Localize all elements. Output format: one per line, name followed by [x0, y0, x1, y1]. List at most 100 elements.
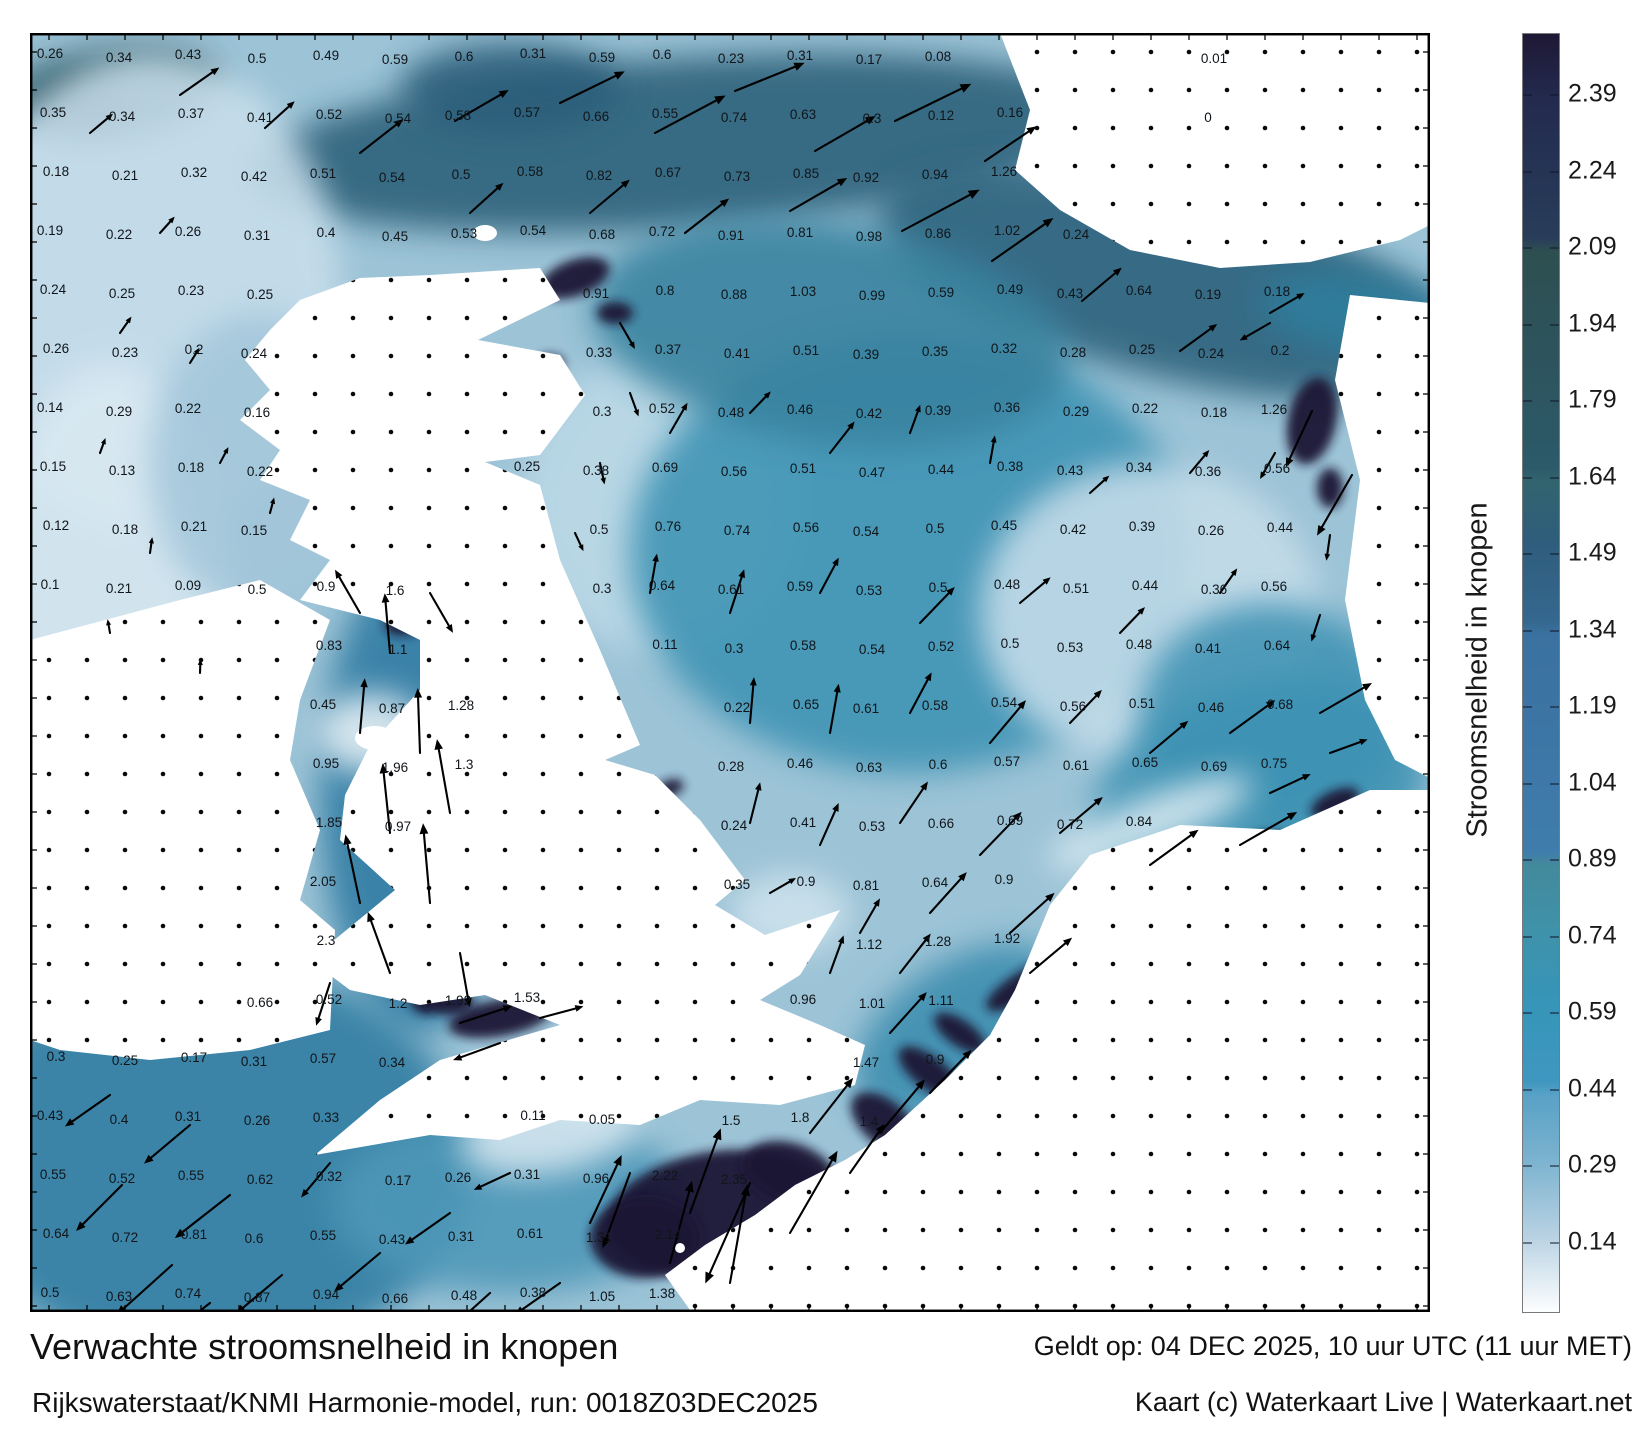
speed-value: 0.31	[175, 1109, 201, 1124]
speed-value: 0.49	[313, 48, 339, 63]
colorbar-tick	[1523, 1165, 1532, 1168]
speed-value: 0.31	[241, 1054, 267, 1069]
speed-value: 0.17	[856, 52, 882, 67]
speed-value: 0.23	[178, 283, 204, 298]
colorbar-tick	[1523, 859, 1532, 862]
speed-value: 1.85	[316, 815, 342, 830]
speed-value: 0.26	[175, 224, 201, 239]
speed-value: 0.63	[790, 107, 816, 122]
speed-value: 0.09	[175, 578, 201, 593]
speed-value: 0.43	[37, 1108, 63, 1123]
speed-value: 0.38	[997, 459, 1023, 474]
speed-value: 0.72	[112, 1230, 138, 1245]
speed-value: 0.9	[797, 874, 816, 889]
colorbar-tick	[1550, 1012, 1559, 1015]
speed-value: 0.65	[1132, 755, 1158, 770]
speed-value: 0.45	[310, 697, 336, 712]
speed-value: 0.94	[313, 1287, 340, 1302]
island-channel-island-1	[675, 1243, 685, 1253]
map-frame	[30, 33, 1430, 1312]
speed-value: 0.18	[1201, 405, 1227, 420]
colorbar-tick	[1550, 859, 1559, 862]
speed-value: 0.45	[991, 518, 1017, 533]
speed-value: 0.4	[110, 1112, 129, 1127]
speed-value: 0.17	[385, 1173, 411, 1188]
speed-value: 0.8	[656, 283, 675, 298]
speed-value: 0.95	[313, 756, 339, 771]
speed-value: 0.34	[379, 1055, 406, 1070]
speed-value: 0.56	[721, 464, 747, 479]
colorbar-tick-label: 1.19	[1568, 691, 1617, 720]
speed-value: 0.37	[178, 106, 204, 121]
speed-value: 0.29	[106, 404, 132, 419]
speed-value: 0.74	[175, 1286, 202, 1301]
speed-value: 0.5	[590, 522, 609, 537]
speed-value: 0.41	[247, 110, 273, 125]
speed-value: 0.49	[997, 282, 1023, 297]
speed-value: 0.42	[241, 169, 267, 184]
colorbar-tick-label: 1.79	[1568, 385, 1617, 414]
speed-value: 0.59	[787, 579, 813, 594]
speed-value: 1.03	[790, 284, 816, 299]
speed-value: 0.98	[856, 229, 882, 244]
speed-value: 0.2	[1271, 343, 1290, 358]
speed-value: 0.5	[248, 51, 267, 66]
speed-value: 0.22	[247, 464, 273, 479]
speed-value: 0.53	[856, 583, 882, 598]
colorbar-tick	[1523, 400, 1532, 403]
speed-value: 2.14	[655, 1227, 682, 1242]
speed-value: 0.21	[106, 581, 132, 596]
speed-value: 0.22	[1132, 401, 1158, 416]
speed-value: 0.31	[448, 1229, 474, 1244]
speed-value: 0.44	[1132, 578, 1159, 593]
speed-value: 1.05	[589, 1289, 615, 1304]
speed-value: 0.64	[1264, 638, 1291, 653]
speed-value: 0.33	[586, 345, 612, 360]
speed-value: 0.21	[181, 519, 207, 534]
map-canvas: 0.26 0.34 0.43 0.5 0.49 0.59 0.6 0.31 0.59 0.6 0.2…	[30, 33, 1430, 1312]
speed-value: 0.48	[718, 405, 744, 420]
speed-value: 0.13	[109, 463, 135, 478]
speed-value: 0.54	[385, 111, 412, 126]
land-ireland	[30, 580, 335, 1060]
colorbar-tick	[1550, 247, 1559, 250]
speed-value: 0.43	[379, 1232, 405, 1247]
speed-value: 1.92	[445, 993, 471, 1008]
land-continent	[665, 295, 1430, 1310]
speed-value: 0.5	[929, 580, 948, 595]
speed-value: 0.73	[724, 169, 750, 184]
speed-value: 0.69	[652, 460, 678, 475]
speed-value: 0.12	[928, 108, 954, 123]
speed-value: 0.5	[926, 521, 945, 536]
speed-value: 0.15	[40, 459, 66, 474]
speed-value: 0.66	[928, 816, 954, 831]
speed-value: 1.47	[853, 1055, 879, 1070]
speed-value: 0.5	[1001, 636, 1020, 651]
speed-value: 0.4	[317, 225, 336, 240]
speed-value: 0.84	[1126, 814, 1153, 829]
speed-value: 0.3	[725, 641, 744, 656]
speed-value: 0.68	[589, 227, 615, 242]
speed-value: 0.25	[109, 286, 135, 301]
speed-value: 0.55	[178, 1168, 204, 1183]
speed-value: 0.59	[589, 50, 615, 65]
land-norway	[1000, 33, 1430, 268]
speed-value: 0.5	[41, 1285, 60, 1300]
colorbar-tick	[1550, 706, 1559, 709]
speed-value: 0.6	[455, 49, 474, 64]
speed-value: 0.5	[248, 582, 267, 597]
island-channel-island-2	[715, 1268, 725, 1278]
speed-value: 0.34	[109, 109, 136, 124]
speed-value: 2.35	[721, 1172, 747, 1187]
speed-value: 1.2	[389, 996, 408, 1011]
speed-value: 0.22	[106, 227, 132, 242]
speed-value: 0.76	[655, 519, 681, 534]
speed-value: 0.55	[40, 1167, 66, 1182]
speed-value: 0.36	[1195, 464, 1221, 479]
colorbar-tick-label: 1.04	[1568, 768, 1617, 797]
speed-value: 0.61	[517, 1226, 543, 1241]
speed-value: 0.87	[244, 1290, 270, 1305]
speed-value: 0.05	[589, 1112, 615, 1127]
colorbar-tick-label: 1.64	[1568, 462, 1617, 491]
speed-value: 0.12	[43, 518, 69, 533]
